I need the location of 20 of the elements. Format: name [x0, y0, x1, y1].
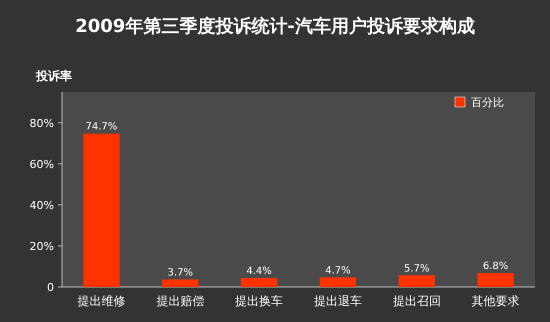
- x-tick-label: 提出退车: [314, 294, 362, 308]
- text: 4.4%: [246, 266, 272, 277]
- y-tick-label: 0: [47, 281, 54, 294]
- chart-title: 2009年第三季度投诉统计-汽车用户投诉要求构成: [75, 16, 475, 37]
- x-tick-label: 提出赔偿: [156, 294, 204, 308]
- y-tick-label: 60%: [30, 158, 54, 171]
- y-tick-label: 80%: [30, 116, 54, 130]
- x-tick-label: 提出维修: [77, 294, 126, 308]
- text: 5.7%: [404, 263, 430, 274]
- y-tick-label: 20%: [30, 240, 54, 253]
- x-tick-label: 提出召回: [392, 294, 441, 308]
- text: 6.8%: [482, 261, 508, 272]
- legend-label: 百分比: [471, 96, 504, 109]
- text: 4.7%: [325, 265, 351, 276]
- text: 3.7%: [168, 267, 193, 278]
- y-tick-label: 40%: [30, 198, 54, 212]
- x-tick-label: 提出换车: [235, 294, 284, 308]
- y-axis-title: 投诉率: [35, 69, 72, 83]
- x-tick-label: 其他要求: [472, 294, 520, 308]
- text: 74.7%: [86, 122, 118, 133]
